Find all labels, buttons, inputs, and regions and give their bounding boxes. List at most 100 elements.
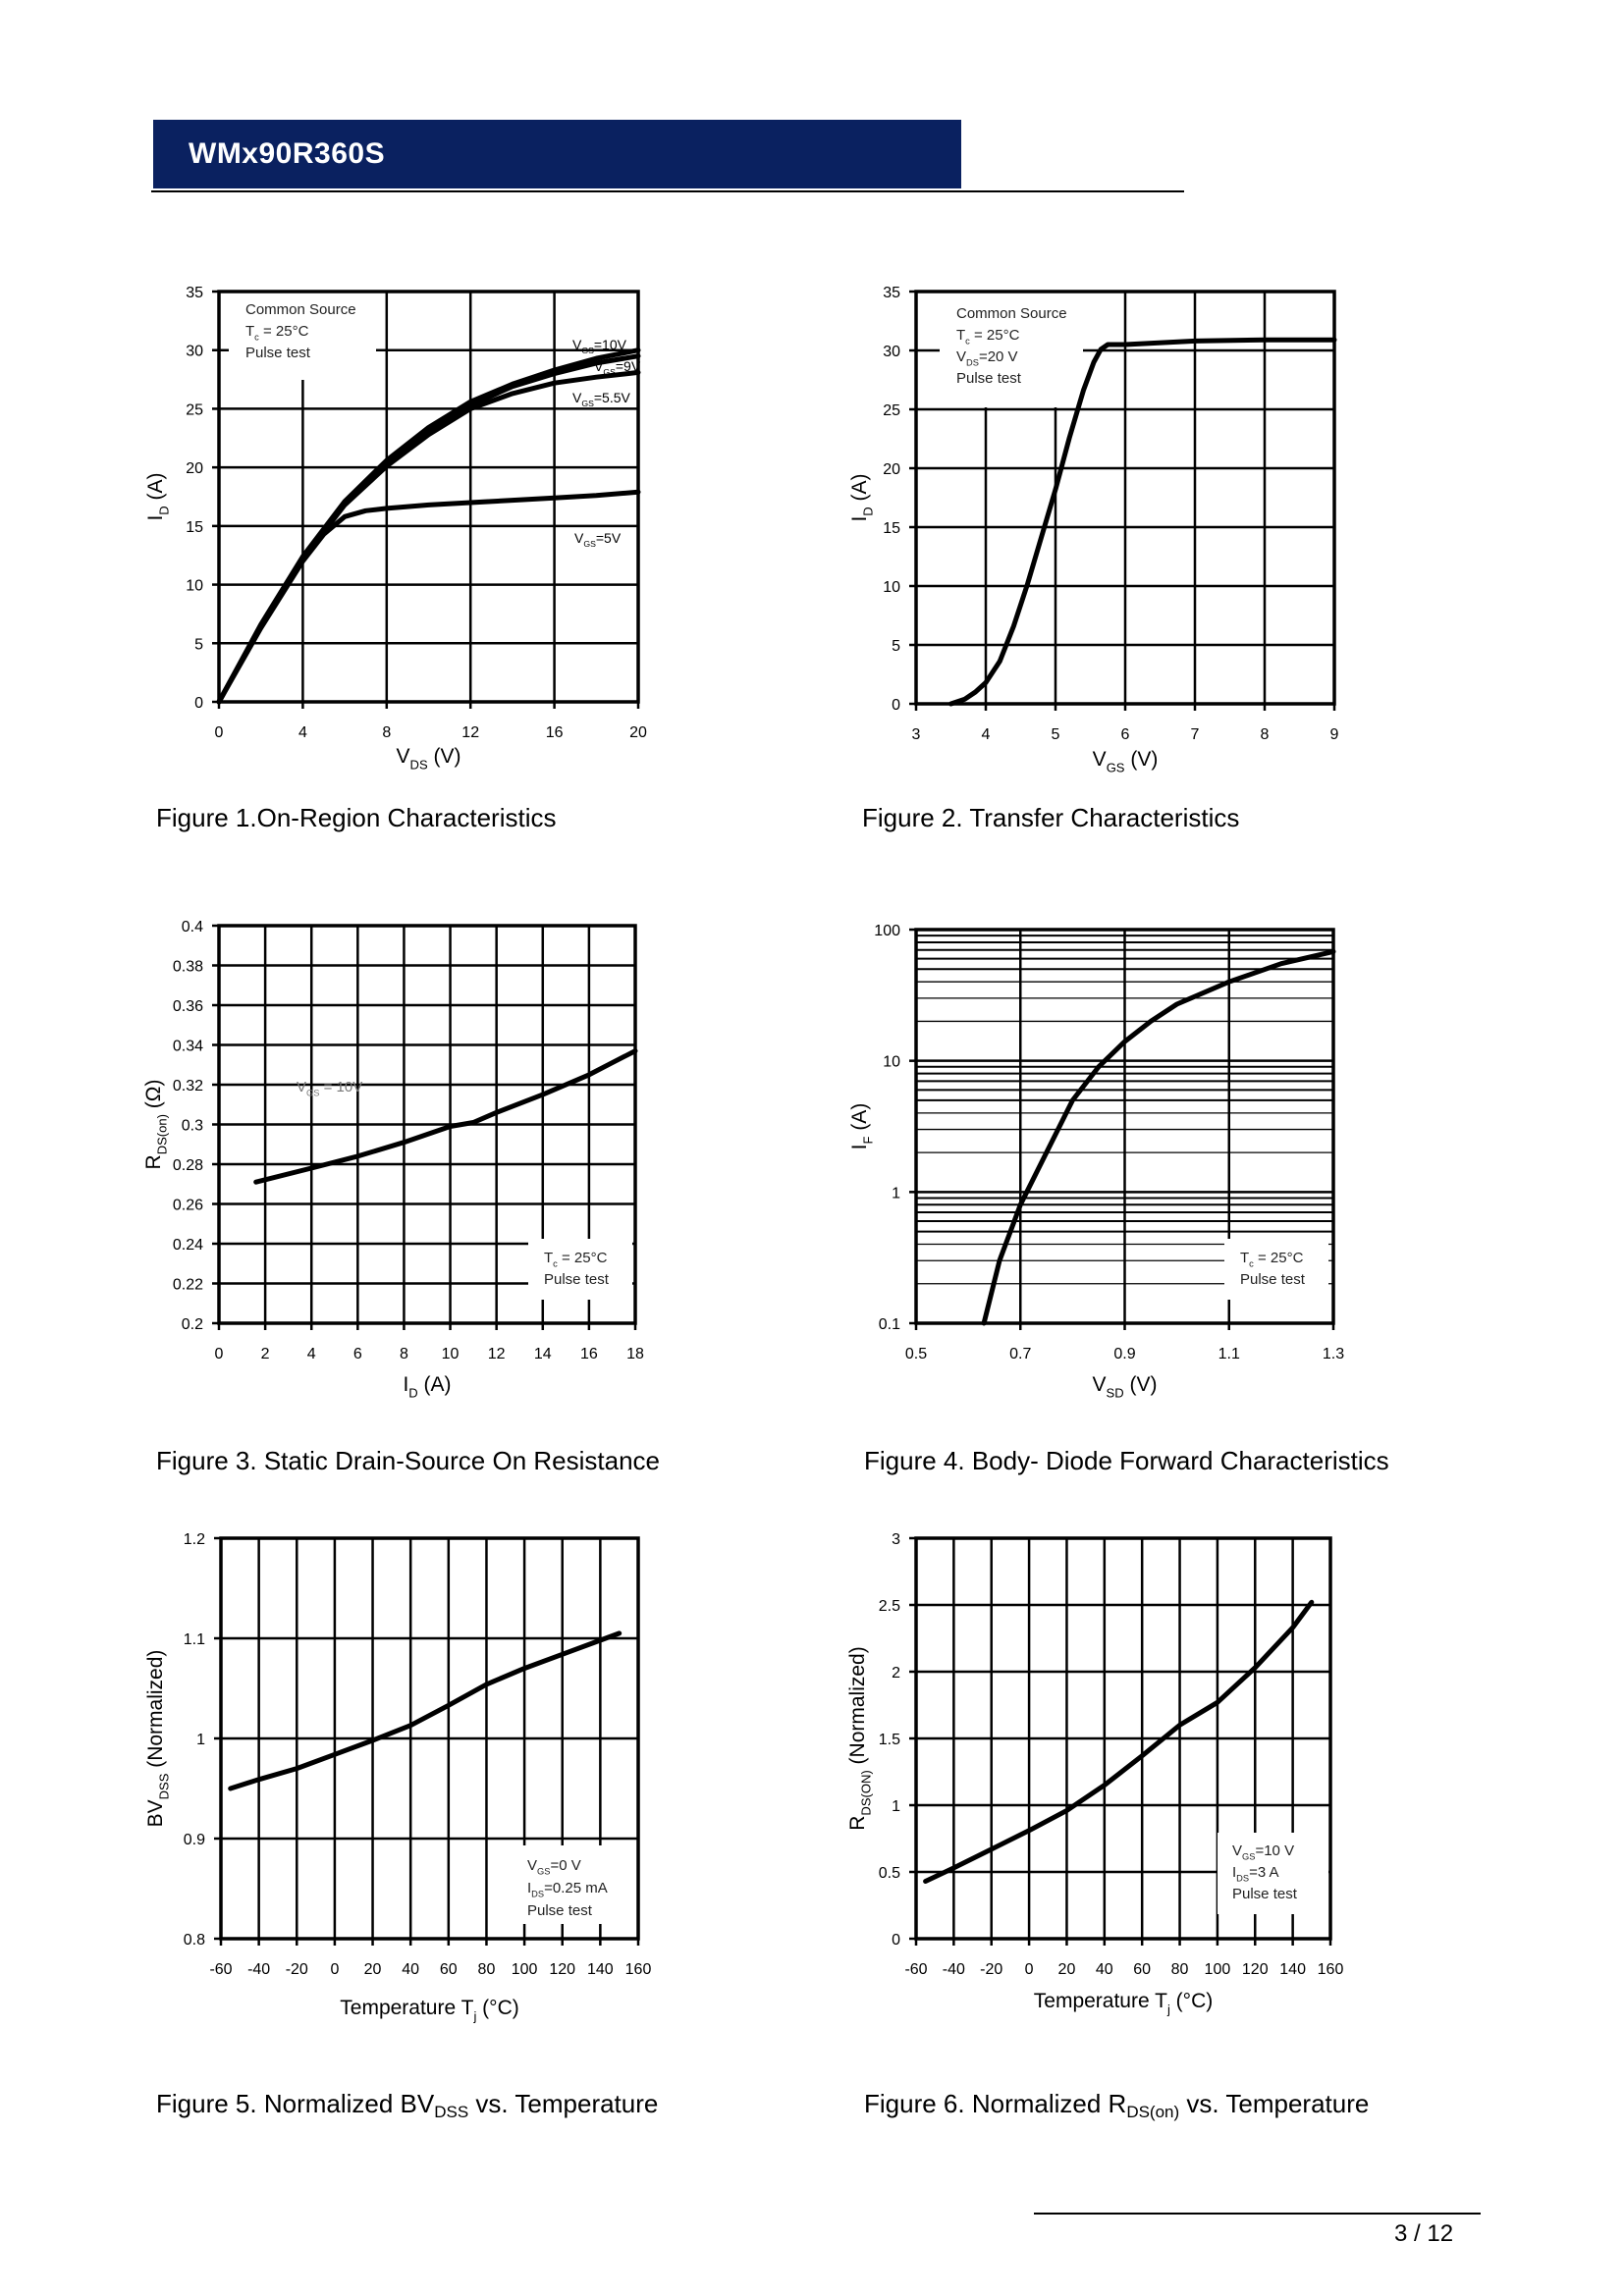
y-tick-label: 10 (883, 1054, 900, 1071)
annotation-text: Pulse test (245, 345, 311, 361)
text-subscript: DSS (156, 1773, 171, 1799)
y-tick-label: 0 (892, 697, 900, 714)
x-tick-label: 8 (382, 724, 391, 741)
text-main: I (144, 515, 167, 521)
x-tick-label: -60 (904, 1961, 927, 1978)
annotation-text: Pulse test (544, 1271, 610, 1288)
x-tick-label: 16 (546, 724, 564, 741)
x-tick-label: 12 (488, 1346, 506, 1362)
y-axis-title: IF (A) (848, 1103, 875, 1150)
x-tick-label: 4 (298, 724, 307, 741)
y-tick-label: 25 (186, 401, 203, 418)
caption-subscript: DSS (434, 2103, 469, 2121)
y-tick-label: 0 (194, 695, 203, 712)
text-rest: (V) (1125, 748, 1159, 771)
text-main: R (142, 1154, 165, 1169)
text-main: V (527, 1857, 537, 1874)
text-subscript: j (1166, 2002, 1170, 2016)
y-tick-label: 0.34 (173, 1039, 203, 1055)
series-line (228, 1630, 623, 1791)
page-number: 3 / 12 (1394, 2220, 1454, 2247)
y-tick-label: 1 (892, 1798, 900, 1815)
caption-text: Figure 6. Normalized R (864, 2089, 1127, 2118)
text-subscript: c (1249, 1259, 1254, 1269)
y-tick-label: 0.8 (184, 1932, 205, 1949)
x-tick-label: 160 (625, 1961, 652, 1978)
x-axis-title: VDS (V) (397, 745, 461, 772)
y-tick-label: 0.4 (182, 919, 203, 935)
text-subscript: c (553, 1259, 558, 1269)
x-tick-label: 5 (1052, 726, 1060, 743)
text-main: Pulse test (544, 1271, 610, 1288)
figure-1-caption: Figure 1.On-Region Characteristics (156, 803, 557, 832)
x-tick-label: 18 (626, 1346, 644, 1362)
part-number-title: WMx90R360S (189, 137, 386, 170)
y-tick-label: 0.28 (173, 1157, 203, 1174)
y-tick-label: 0 (892, 1932, 900, 1949)
text-rest: (Ω) (142, 1080, 165, 1115)
text-rest: =10 V (1255, 1842, 1294, 1859)
x-tick-label: 16 (580, 1346, 598, 1362)
text-subscript: DS (531, 1890, 544, 1899)
text-main: Common Source (956, 305, 1067, 322)
text-subscript: c (254, 333, 259, 343)
text-subscript: GS (581, 399, 594, 408)
text-rest: =20 V (979, 348, 1018, 365)
figure-3-caption: Figure 3. Static Drain-Source On Resista… (156, 1446, 660, 1475)
annotation-text: Pulse test (1240, 1271, 1306, 1288)
y-tick-label: 1.2 (184, 1531, 205, 1548)
caption-text: vs. Temperature (1179, 2089, 1370, 2118)
x-axis-title: VSD (V) (1093, 1373, 1158, 1400)
annotation-box (1218, 1833, 1328, 1914)
annotation-text: Common Source (956, 305, 1067, 322)
x-axis-title: ID (A) (403, 1373, 451, 1400)
x-tick-label: 0 (1025, 1961, 1034, 1978)
text-main: Temperature T (1034, 1990, 1167, 2012)
x-tick-label: 1.3 (1323, 1346, 1344, 1362)
y-tick-label: 35 (883, 285, 900, 301)
y-tick-label: 1 (892, 1185, 900, 1201)
y-tick-label: 5 (194, 636, 203, 653)
text-main: I (848, 1144, 871, 1149)
text-rest: =5.5V (594, 390, 631, 405)
x-tick-label: -20 (286, 1961, 308, 1978)
figure-5-chart: -60 -40 -20 0 20 40 60 80 100 120 140 160 0.8 0.9 1 1.1… (144, 1531, 651, 2023)
series-line (253, 1048, 638, 1185)
text-rest: (°C) (1170, 1990, 1213, 2012)
text-rest: (°C) (476, 1997, 518, 2019)
x-tick-label: 40 (1096, 1961, 1113, 1978)
text-main: BV (144, 1799, 167, 1827)
text-rest: = 25°C (259, 323, 309, 340)
y-tick-label: 0.24 (173, 1237, 203, 1254)
x-tick-label: 20 (364, 1961, 382, 1978)
annotation-text: Pulse test (1232, 1886, 1298, 1902)
text-main: Pulse test (527, 1902, 593, 1919)
figure-6-chart: -60 -40 -20 0 20 40 60 80 100 120 140 160 0 0.5 1 1.5 2 2… (846, 1531, 1343, 2016)
x-tick-label: 6 (1121, 726, 1130, 743)
x-tick-label: 0.5 (905, 1346, 927, 1362)
series-line (948, 337, 1337, 707)
text-main: V (297, 1079, 306, 1095)
text-main: V (1093, 748, 1107, 771)
annotation-text: VDS=20 V (956, 348, 1018, 368)
y-tick-label: 30 (186, 344, 203, 360)
figure-6-caption: Figure 6. Normalized RDS(on) vs. Tempera… (864, 2089, 1369, 2122)
text-subscript: GS (537, 1867, 550, 1877)
text-subscript: SD (1107, 1385, 1124, 1400)
annotation-text: Common Source (245, 301, 356, 318)
y-tick-label: 0.2 (182, 1316, 203, 1333)
text-main: T (245, 323, 254, 340)
y-tick-label: 25 (883, 402, 900, 419)
text-main: Common Source (245, 301, 356, 318)
annotation-text: Tc = 25°C (245, 323, 309, 343)
x-tick-label: 80 (1171, 1961, 1189, 1978)
series-line (216, 489, 641, 705)
y-tick-label: 15 (186, 519, 203, 536)
text-rest: =5V (596, 530, 622, 546)
annotation-text: Tc = 25°C (1240, 1250, 1304, 1269)
annotation-text: VGS=10 V (1232, 1842, 1294, 1862)
figure-5-caption: Figure 5. Normalized BVDSS vs. Temperatu… (156, 2089, 658, 2122)
y-axis-title: RDS(ON) (Normalized) (846, 1646, 873, 1830)
figure-4-caption: Figure 4. Body- Diode Forward Characteri… (864, 1446, 1389, 1475)
annotation-text: IDS=0.25 mA (527, 1880, 608, 1899)
